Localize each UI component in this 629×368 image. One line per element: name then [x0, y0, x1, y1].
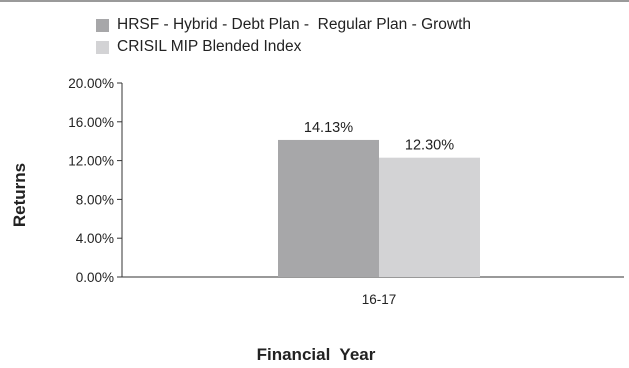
x-axis: 16-17 — [122, 276, 624, 307]
top-rule — [0, 0, 629, 2]
data-label-hrsf: 14.13% — [304, 120, 353, 136]
y-tick-label: 0.00% — [76, 270, 114, 285]
y-tick-label: 12.00% — [68, 154, 114, 169]
x-tick-label: 16-17 — [362, 292, 397, 307]
legend-swatch-hrsf — [96, 18, 109, 32]
legend: HRSF - Hybrid - Debt Plan - Regular Plan… — [96, 14, 471, 58]
y-tick-label: 20.00% — [68, 76, 114, 91]
legend-label-crisil: CRISIL MIP Blended Index — [117, 38, 302, 55]
legend-item-crisil: CRISIL MIP Blended Index — [96, 36, 471, 58]
bar-hrsf — [278, 139, 379, 277]
x-axis-title: Financial Year — [257, 345, 376, 364]
y-tick-label: 8.00% — [76, 192, 114, 207]
y-tick-label: 16.00% — [68, 115, 114, 130]
y-axis-title: Returns — [10, 163, 29, 227]
legend-item-hrsf: HRSF - Hybrid - Debt Plan - Regular Plan… — [96, 14, 471, 36]
legend-label-hrsf: HRSF - Hybrid - Debt Plan - Regular Plan… — [117, 16, 472, 33]
bars: 14.13% 12.30% — [278, 120, 480, 277]
y-tick-label: 4.00% — [76, 231, 114, 246]
y-axis: 20.00% 16.00% 12.00% 8.00% 4.00% 0.00% — [68, 76, 123, 285]
data-label-crisil: 12.30% — [405, 138, 454, 154]
legend-swatch-crisil — [96, 40, 109, 54]
bar-crisil — [379, 157, 480, 277]
